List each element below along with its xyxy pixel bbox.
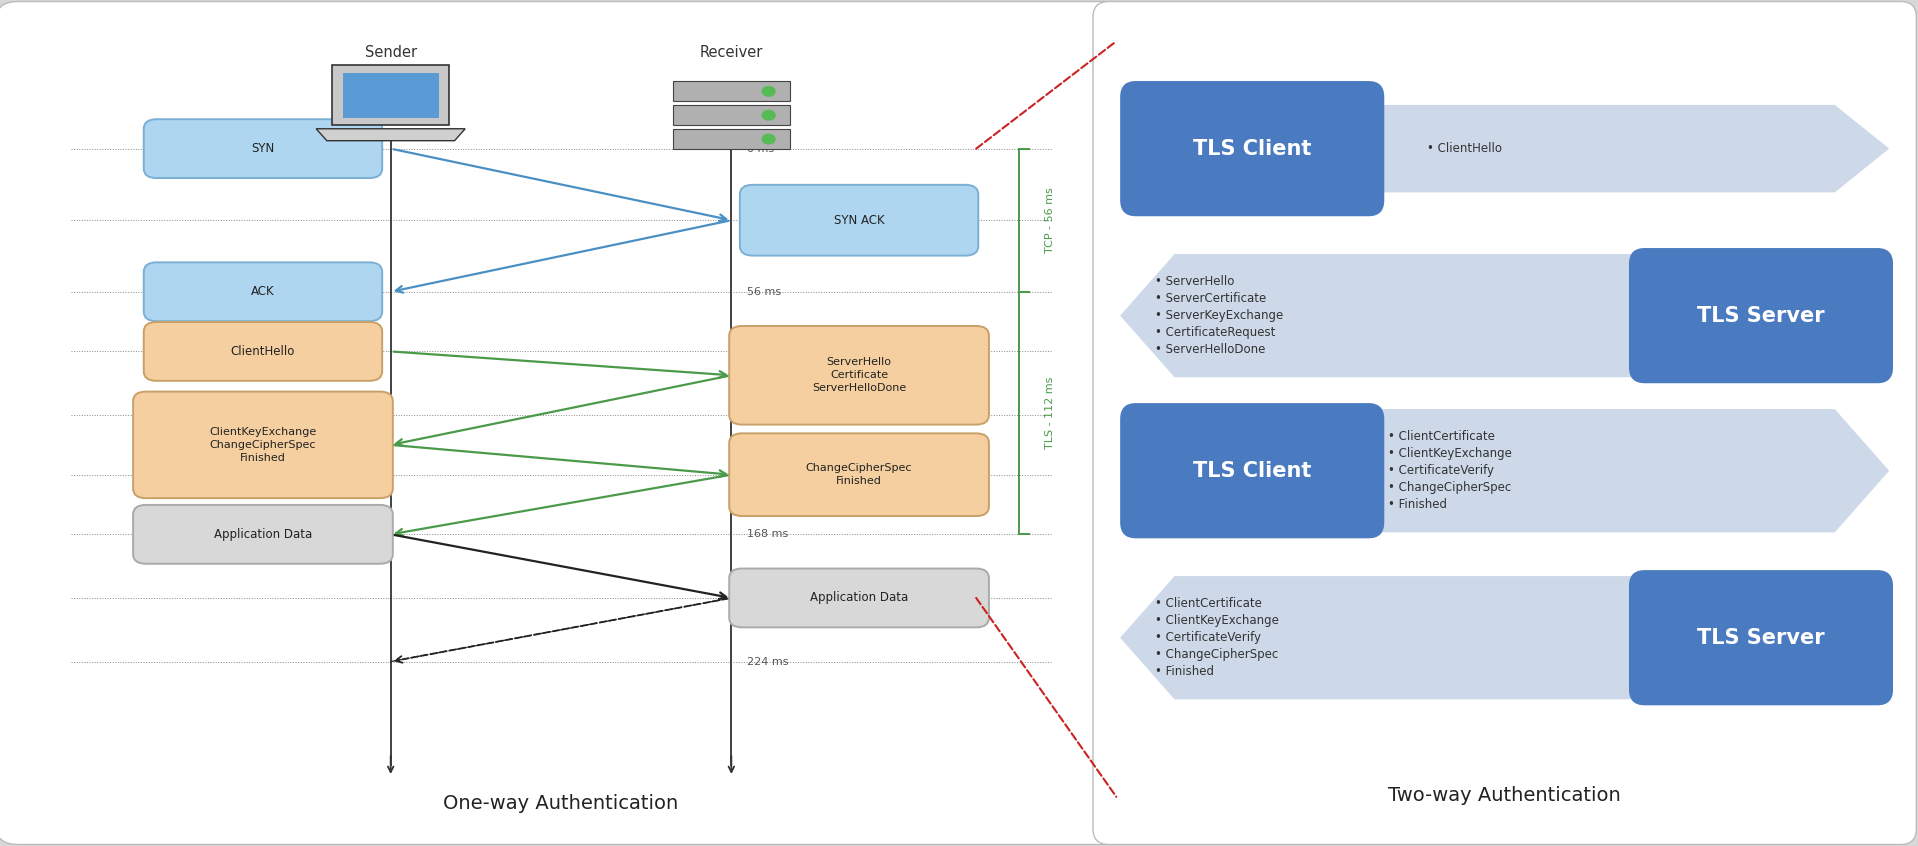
Text: 168 ms: 168 ms — [748, 530, 788, 540]
Text: Two-way Authentication: Two-way Authentication — [1389, 786, 1621, 805]
Text: • ClientCertificate
• ClientKeyExchange
• CertificateVerify
• ChangeCipherSpec
•: • ClientCertificate • ClientKeyExchange … — [1389, 431, 1511, 511]
FancyBboxPatch shape — [132, 392, 393, 498]
FancyBboxPatch shape — [673, 105, 790, 124]
Text: ACK: ACK — [251, 285, 274, 299]
Text: SYN ACK: SYN ACK — [834, 214, 884, 227]
FancyBboxPatch shape — [0, 2, 1126, 844]
Polygon shape — [1120, 254, 1648, 377]
Text: 112 ms: 112 ms — [748, 410, 788, 420]
Polygon shape — [343, 73, 439, 118]
Text: TLS Client: TLS Client — [1193, 139, 1312, 159]
FancyBboxPatch shape — [1093, 2, 1916, 844]
Circle shape — [761, 135, 775, 144]
FancyBboxPatch shape — [729, 569, 990, 628]
FancyBboxPatch shape — [144, 322, 382, 381]
Text: TCP - 56 ms: TCP - 56 ms — [1045, 187, 1055, 253]
Text: TLS - 112 ms: TLS - 112 ms — [1045, 376, 1055, 449]
FancyBboxPatch shape — [673, 129, 790, 149]
Text: 196 ms: 196 ms — [748, 593, 788, 603]
FancyBboxPatch shape — [729, 433, 990, 516]
Text: One-way Authentication: One-way Authentication — [443, 794, 679, 813]
Text: 84 ms: 84 ms — [748, 346, 783, 356]
Text: Application Data: Application Data — [213, 528, 313, 541]
Text: Sender: Sender — [364, 45, 416, 60]
Text: TLS Server: TLS Server — [1697, 305, 1824, 326]
Text: 140 ms: 140 ms — [748, 470, 788, 480]
Circle shape — [761, 111, 775, 120]
Text: 28 ms: 28 ms — [748, 215, 783, 225]
Polygon shape — [1362, 409, 1889, 532]
Text: 0 ms: 0 ms — [748, 144, 775, 154]
Circle shape — [761, 86, 775, 96]
Polygon shape — [1120, 576, 1648, 700]
Text: ClientHello: ClientHello — [230, 345, 295, 358]
FancyBboxPatch shape — [673, 81, 790, 101]
FancyBboxPatch shape — [144, 262, 382, 321]
Text: ServerHello
Certificate
ServerHelloDone: ServerHello Certificate ServerHelloDone — [811, 358, 905, 393]
Text: TLS Client: TLS Client — [1193, 461, 1312, 481]
FancyBboxPatch shape — [132, 505, 393, 563]
Text: Application Data: Application Data — [809, 591, 909, 604]
Text: 224 ms: 224 ms — [748, 656, 788, 667]
FancyBboxPatch shape — [1628, 248, 1893, 383]
FancyBboxPatch shape — [740, 184, 978, 255]
Text: SYN: SYN — [251, 142, 274, 155]
Text: 56 ms: 56 ms — [748, 287, 781, 297]
Polygon shape — [1362, 105, 1889, 192]
FancyBboxPatch shape — [729, 326, 990, 425]
Text: Receiver: Receiver — [700, 45, 763, 60]
Text: ChangeCipherSpec
Finished: ChangeCipherSpec Finished — [806, 464, 913, 486]
Text: TLS Server: TLS Server — [1697, 628, 1824, 648]
FancyBboxPatch shape — [1120, 404, 1385, 538]
Text: • ServerHello
• ServerCertificate
• ServerKeyExchange
• CertificateRequest
• Ser: • ServerHello • ServerCertificate • Serv… — [1155, 275, 1283, 356]
FancyBboxPatch shape — [1120, 81, 1385, 217]
FancyBboxPatch shape — [1628, 570, 1893, 706]
Polygon shape — [332, 65, 449, 124]
Text: • ClientHello: • ClientHello — [1427, 142, 1502, 155]
Text: • ClientCertificate
• ClientKeyExchange
• CertificateVerify
• ChangeCipherSpec
•: • ClientCertificate • ClientKeyExchange … — [1155, 597, 1279, 678]
Polygon shape — [316, 129, 466, 140]
Text: ClientKeyExchange
ChangeCipherSpec
Finished: ClientKeyExchange ChangeCipherSpec Finis… — [209, 427, 316, 463]
FancyBboxPatch shape — [144, 119, 382, 178]
